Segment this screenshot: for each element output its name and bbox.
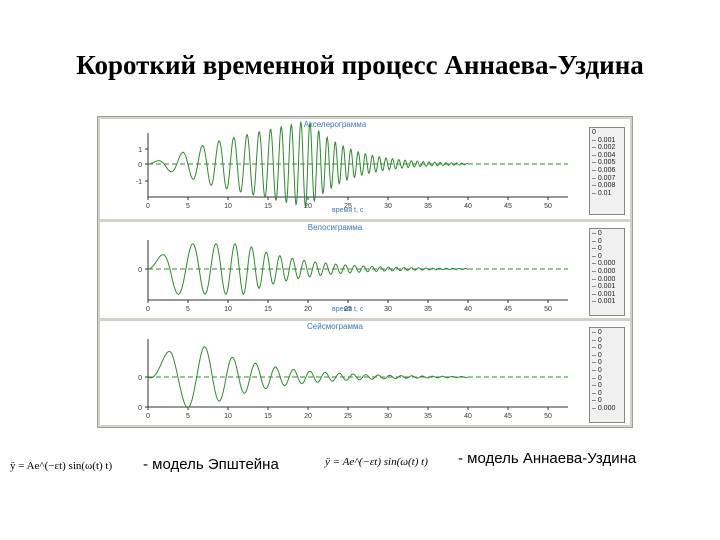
signal-curve [148,120,469,208]
x-tick-label: 10 [224,203,232,210]
x-tick-label: 50 [544,413,552,420]
epstein-formula: ÿ = Ae^(−εt) sin(ω(t) t) [10,460,113,472]
accelerogram-legend: 0– 0.001– 0.002– 0.004– 0.005– 0.006– 0.… [589,127,625,215]
legend-entry: – 0.01 [592,189,612,197]
x-tick-label: 25 [344,306,352,313]
x-tick-label: 45 [504,203,512,210]
legend-entry: – 0.000 [592,267,616,275]
legend-entry: – 0.001 [592,136,616,144]
annaev-uzdin-formula: ÿ = Ae^(−εt) sin(ω(t) t) [325,456,428,468]
y-tick-label: 0 [138,405,142,412]
legend-entry: – 0.000 [592,260,616,268]
legend-entry: – 0 [592,366,602,374]
x-tick-label: 35 [424,306,432,313]
legend-entry: – 0.005 [592,159,616,167]
legend-entry: – 0 [592,237,602,245]
legend-entry: – 0.001 [592,290,616,298]
x-tick-label: 35 [424,203,432,210]
x-tick-label: 30 [384,413,392,420]
x-tick-label: 25 [344,413,352,420]
x-tick-label: 20 [304,203,312,210]
legend-entry: – 0 [592,359,602,367]
legend-entry: – 0.000 [592,404,616,412]
x-tick-label: 40 [464,203,472,210]
legend-entry: – 0.000 [592,275,616,283]
x-tick-label: 20 [304,306,312,313]
x-tick-label: 40 [464,413,472,420]
legend-entry: – 0.001 [592,283,616,291]
legend-entry: – 0 [592,389,602,397]
x-tick-label: 10 [224,413,232,420]
legend-entry: – 0 [592,351,602,359]
x-tick-label: 15 [264,203,272,210]
chart-window: Акселерограмма 0 5 10 15 20 25 30 35 40 45 50 1 0 -1 … [97,116,633,428]
x-tick-label: 50 [544,306,552,313]
signal-curve [147,346,469,409]
x-tick-label: 25 [344,203,352,210]
accelerogram-panel: Акселерограмма 0 5 10 15 20 25 30 35 40 45 50 1 0 -1 … [100,119,630,219]
legend-entry: 0 [592,129,596,136]
x-tick-label: 20 [304,413,312,420]
x-tick-label: 40 [464,306,472,313]
seismogram-panel: Сейсмограмма 0 5 10 15 20 25 30 35 40 45 50 0 0 – 0–… [100,321,630,425]
annaev-uzdin-caption: - модель Аннаева-Уздина [458,450,637,467]
x-tick-label: 5 [186,203,190,210]
x-tick-label: 35 [424,413,432,420]
x-tick-label: 45 [504,306,512,313]
legend-entry: – 0 [592,252,602,260]
velocigram-panel: Велосиграмма 0 5 10 15 20 25 30 35 40 45 50 0 время… [100,222,630,318]
legend-entry: – 0 [592,374,602,382]
legend-entry: – 0.001 [592,298,616,306]
y-tick-label: 0 [138,162,142,169]
velocigram-title: Велосиграмма [307,223,363,232]
legend-entry: – 0.008 [592,182,616,190]
seismogram-title: Сейсмограмма [307,322,363,331]
accelerogram-xlabel: время t, с [332,207,364,214]
legend-entry: – 0.006 [592,166,616,174]
legend-entry: – 0 [592,245,602,253]
legend-entry: – 0 [592,382,602,390]
velocigram-xlabel: время t, с [332,306,364,313]
x-tick-label: 50 [544,203,552,210]
x-tick-label: 30 [384,306,392,313]
x-tick-label: 5 [186,306,190,313]
seismogram-legend: – 0– 0– 0– 0– 0– 0– 0– 0– 0– 0– 0.000 [589,327,625,423]
epstein-caption: - модель Эпштейна [143,456,279,473]
y-tick-label: 1 [138,147,142,154]
x-tick-label: 15 [264,413,272,420]
slide-title: Короткий временной процесс Аннаева-Уздин… [76,50,644,80]
y-tick-label: 0 [138,267,142,274]
accelerogram-title: Акселерограмма [303,120,367,129]
signal-curve [148,243,469,295]
x-tick-label: 0 [146,413,150,420]
legend-entry: – 0 [592,336,602,344]
legend-entry: – 0 [592,329,602,336]
velocigram-plot: 0 5 10 15 20 25 30 35 40 45 50 0 [138,240,568,313]
legend-entry: – 0.002 [592,144,616,152]
legend-entry: – 0.004 [592,151,616,159]
x-tick-label: 10 [224,306,232,313]
y-tick-label: -1 [136,179,142,186]
x-tick-label: 5 [186,413,190,420]
legend-entry: – 0 [592,230,602,237]
legend-entry: – 0 [592,344,602,352]
x-tick-label: 0 [146,306,150,313]
x-tick-label: 30 [384,203,392,210]
legend-entry: – 0.007 [592,174,616,182]
x-tick-label: 45 [504,413,512,420]
velocigram-legend: – 0– 0– 0– 0– 0.000– 0.000– 0.000– 0.001… [589,228,625,316]
legend-entry: – 0 [592,397,602,405]
x-tick-label: 15 [264,306,272,313]
x-tick-label: 0 [146,203,150,210]
y-tick-label: 0 [138,375,142,382]
